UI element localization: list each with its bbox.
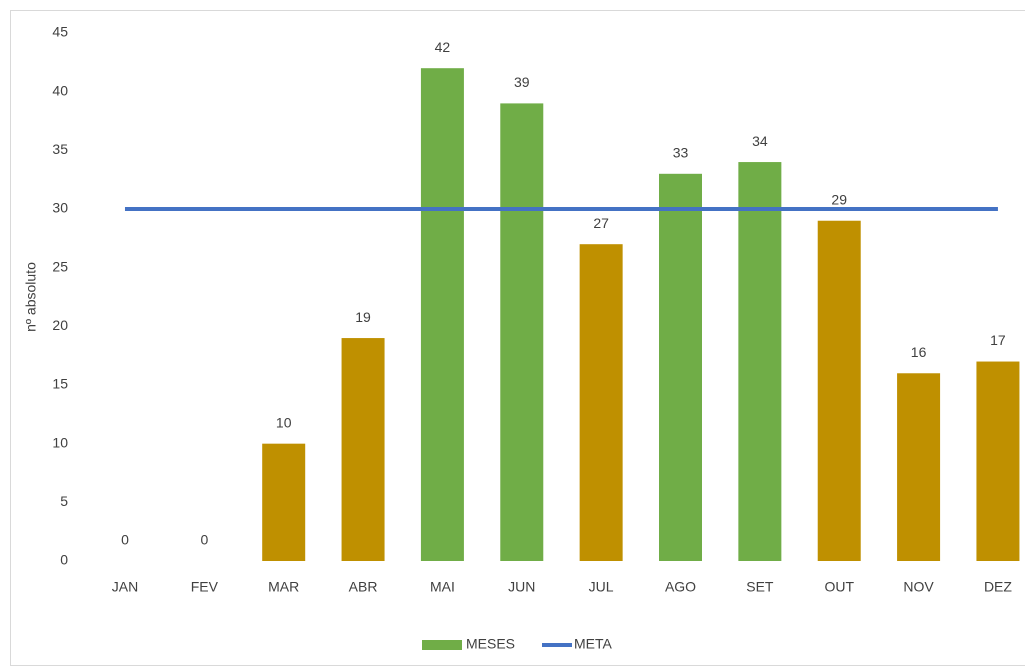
legend-label: META [574,636,613,652]
data-label: 17 [990,332,1006,348]
bar [262,443,306,561]
x-tick-label: JUN [508,579,535,595]
data-label: 29 [831,191,847,207]
x-tick-label: AGO [665,579,696,595]
y-tick-label: 45 [52,24,68,40]
y-tick-label: 10 [52,434,68,450]
data-label: 0 [121,532,129,548]
bar [659,173,702,562]
bar [817,220,861,561]
data-label: 19 [355,309,371,325]
x-tick-label: MAR [268,579,299,595]
x-tick-label: MAI [430,579,455,595]
y-tick-label: 5 [60,493,68,509]
bar [420,68,464,561]
bar [500,103,544,562]
x-tick-label: SET [746,579,774,595]
y-tick-label: 25 [52,258,68,274]
data-label: 16 [911,344,927,360]
legend-swatch [422,640,462,650]
data-label: 34 [752,133,768,149]
y-tick-label: 0 [60,552,68,568]
bar [976,361,1020,561]
bar [897,373,941,561]
data-label: 39 [514,74,530,90]
y-tick-label: 20 [52,317,68,333]
data-label: 33 [673,145,689,161]
x-tick-label: FEV [191,579,219,595]
x-tick-label: NOV [903,579,934,595]
y-axis-label: nº absoluto [23,262,39,332]
data-label: 10 [276,414,292,430]
x-tick-label: JUL [589,579,614,595]
y-tick-label: 35 [52,141,68,157]
x-tick-label: ABR [349,579,378,595]
legend-label: MESES [466,636,515,652]
data-label: 27 [593,215,609,231]
data-label: 42 [435,39,451,55]
x-tick-label: JAN [112,579,138,595]
bar [738,162,782,562]
x-tick-label: DEZ [984,579,1012,595]
y-tick-label: 15 [52,376,68,392]
y-tick-label: 30 [52,200,68,216]
x-tick-label: OUT [824,579,854,595]
data-label: 0 [200,532,208,548]
bar [579,244,623,561]
y-tick-label: 40 [52,82,68,98]
bar [341,338,385,561]
